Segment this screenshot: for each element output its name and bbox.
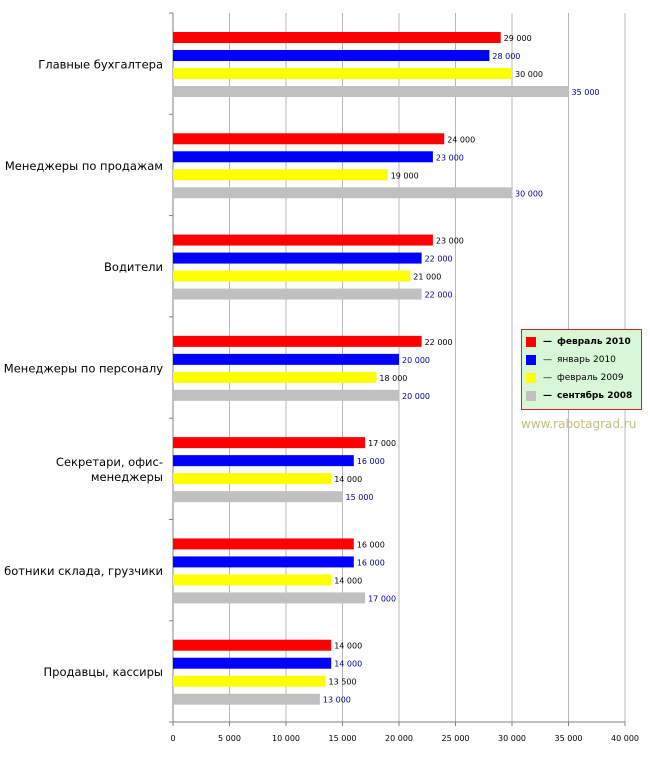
x-tick-label: 35 000 xyxy=(555,734,583,743)
legend-label: сентябрь 2008 xyxy=(557,391,633,401)
x-tick-label: 0 xyxy=(170,734,175,743)
data-label: 14 000 xyxy=(334,642,362,651)
legend-swatch xyxy=(526,355,536,365)
category-label: Продавцы, кассиры xyxy=(44,665,163,679)
bar xyxy=(173,86,569,97)
bar xyxy=(173,68,512,79)
data-label: 13 000 xyxy=(323,696,351,705)
data-label: 30 000 xyxy=(515,70,543,79)
data-label: 22 000 xyxy=(425,255,453,264)
axis-layer: 0 5 000 10 000 15 000 20 000 25 000 30 000 35 0… xyxy=(169,12,639,743)
data-label: 18 000 xyxy=(379,374,407,383)
data-label: 29 000 xyxy=(504,34,532,43)
bar xyxy=(173,32,501,43)
bar xyxy=(173,574,332,586)
bar xyxy=(173,252,422,264)
bar xyxy=(173,693,320,705)
data-label: 22 000 xyxy=(425,338,453,347)
legend-item-jan-2010: — январь 2010 xyxy=(526,351,637,369)
legend-swatch xyxy=(526,373,536,383)
category-label: Менеджеры по персоналу xyxy=(4,361,163,375)
data-label: 19 000 xyxy=(391,171,419,180)
legend-item-sep-2008: — сентябрь 2008 xyxy=(526,387,637,405)
x-tick-label: 30 000 xyxy=(498,734,526,743)
data-label: 16 000 xyxy=(357,540,385,549)
legend-dash: — xyxy=(543,337,552,347)
data-label: 16 000 xyxy=(357,558,385,567)
bar xyxy=(173,657,332,669)
data-label: 30 000 xyxy=(515,189,543,198)
legend-label: февраль 2010 xyxy=(557,337,631,347)
category-label: Секретари, офис- xyxy=(56,455,163,469)
data-label: 24 000 xyxy=(447,135,475,144)
category-label: менеджеры xyxy=(91,470,163,484)
data-label: 15 000 xyxy=(346,493,374,502)
data-label: 14 000 xyxy=(334,660,362,669)
data-label: 23 000 xyxy=(436,153,464,162)
bar xyxy=(173,187,512,199)
legend-dash: — xyxy=(543,373,552,383)
legend-label: февраль 2009 xyxy=(557,373,624,383)
legend-swatch xyxy=(526,337,536,347)
data-label: 21 000 xyxy=(413,273,441,282)
bar xyxy=(173,151,433,163)
legend: — февраль 2010 — январь 2010 — февраль 2… xyxy=(521,329,642,410)
grid-layer xyxy=(229,13,626,722)
bars-layer xyxy=(173,32,569,705)
category-label: Менеджеры по продажам xyxy=(5,159,163,173)
data-label: 28 000 xyxy=(492,52,520,61)
x-tick-label: 40 000 xyxy=(611,734,639,743)
bar xyxy=(173,455,354,467)
category-label: ботники склада, грузчики xyxy=(4,564,163,578)
legend-swatch xyxy=(526,391,536,401)
x-tick-label: 20 000 xyxy=(385,734,413,743)
x-tick-label: 15 000 xyxy=(329,734,357,743)
bar xyxy=(173,437,366,449)
data-label: 17 000 xyxy=(368,594,396,603)
x-tick-label: 5 000 xyxy=(218,734,241,743)
bar xyxy=(173,169,388,181)
x-tick-label: 25 000 xyxy=(442,734,470,743)
bar xyxy=(173,538,354,550)
data-label: 14 000 xyxy=(334,576,362,585)
labels-layer: 29 000 28 000 30 000 35 000 Главные бухгалте… xyxy=(4,34,600,705)
bar xyxy=(173,389,399,401)
bar xyxy=(173,133,445,145)
bar xyxy=(173,491,343,503)
bar xyxy=(173,353,399,365)
data-label: 14 000 xyxy=(334,475,362,484)
legend-dash: — xyxy=(543,391,552,401)
legend-dash: — xyxy=(543,355,552,365)
bar xyxy=(173,288,422,300)
bar xyxy=(173,675,326,687)
data-label: 16 000 xyxy=(357,457,385,466)
data-label: 22 000 xyxy=(425,291,453,300)
bar xyxy=(173,270,411,282)
bar xyxy=(173,234,433,246)
legend-item-feb-2009: — февраль 2009 xyxy=(526,369,637,387)
bar xyxy=(173,371,377,383)
data-label: 20 000 xyxy=(402,392,430,401)
data-label: 23 000 xyxy=(436,237,464,246)
bar xyxy=(173,592,366,604)
category-label: Главные бухгалтера xyxy=(38,58,163,72)
data-label: 17 000 xyxy=(368,439,396,448)
data-label: 13 500 xyxy=(329,678,357,687)
bar xyxy=(173,556,354,568)
legend-label: январь 2010 xyxy=(557,355,616,365)
bar xyxy=(173,335,422,347)
bar xyxy=(173,639,332,651)
data-label: 20 000 xyxy=(402,356,430,365)
legend-item-feb-2010: — февраль 2010 xyxy=(526,333,637,351)
data-label: 35 000 xyxy=(572,88,600,97)
category-label: Водители xyxy=(104,260,163,274)
x-tick-label: 10 000 xyxy=(272,734,300,743)
bar xyxy=(173,473,332,485)
watermark: www.rabotagrad.ru xyxy=(521,417,637,431)
bar xyxy=(173,50,490,61)
